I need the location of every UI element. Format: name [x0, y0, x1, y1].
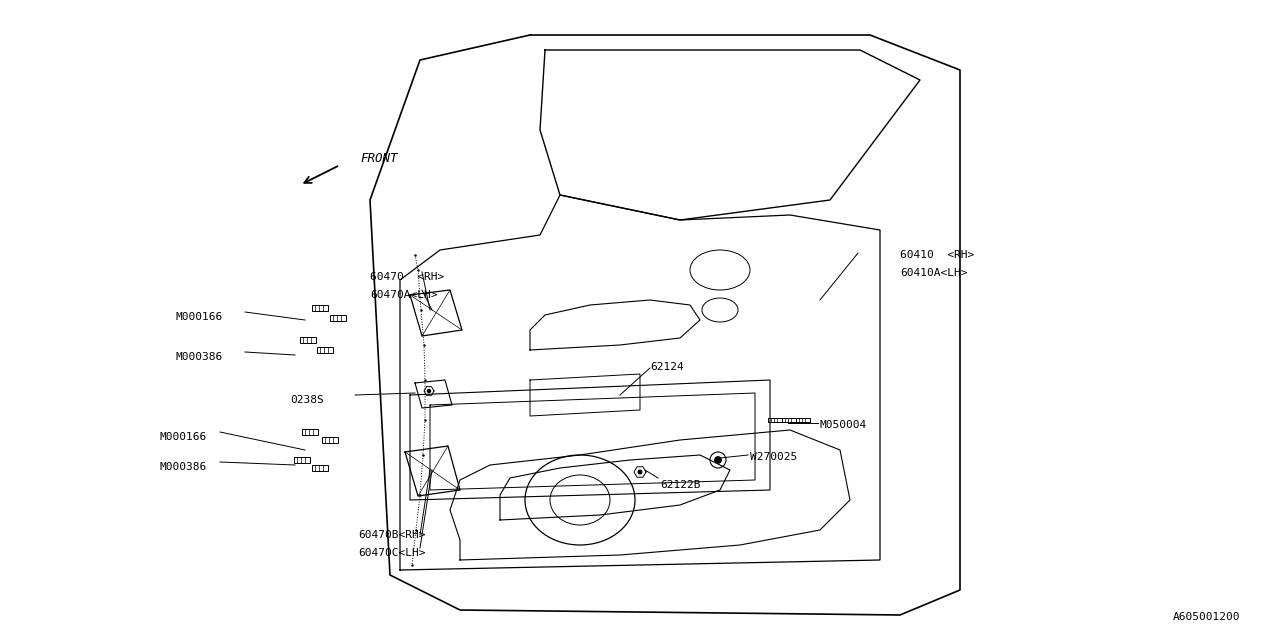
Bar [330, 315, 347, 321]
Text: M000166: M000166 [175, 312, 223, 322]
Bar [300, 337, 316, 343]
Text: 60470A<LH>: 60470A<LH> [370, 290, 438, 300]
Bar [796, 418, 810, 422]
Circle shape [428, 390, 430, 392]
Text: 60470C<LH>: 60470C<LH> [358, 548, 425, 558]
Text: M000386: M000386 [175, 352, 223, 362]
Text: 60410  <RH>: 60410 <RH> [900, 250, 974, 260]
Text: 62122B: 62122B [660, 480, 700, 490]
Bar [293, 457, 311, 463]
Text: FRONT: FRONT [360, 152, 398, 165]
Circle shape [714, 457, 721, 463]
Circle shape [639, 470, 641, 474]
Text: A605001200: A605001200 [1172, 612, 1240, 622]
Bar [311, 305, 329, 311]
Bar [782, 418, 796, 422]
Text: 60470B<RH>: 60470B<RH> [358, 530, 425, 540]
Bar [302, 429, 319, 435]
Text: M000166: M000166 [160, 432, 207, 442]
Text: M000386: M000386 [160, 462, 207, 472]
Text: M050004: M050004 [820, 420, 868, 430]
Bar [768, 418, 782, 422]
Text: 0238S: 0238S [291, 395, 324, 405]
Text: 60470  <RH>: 60470 <RH> [370, 272, 444, 282]
Bar [311, 465, 329, 471]
Text: W270025: W270025 [750, 452, 797, 462]
Text: 62124: 62124 [650, 362, 684, 372]
Bar [316, 347, 333, 353]
Text: 60410A<LH>: 60410A<LH> [900, 268, 968, 278]
Bar [321, 437, 338, 443]
